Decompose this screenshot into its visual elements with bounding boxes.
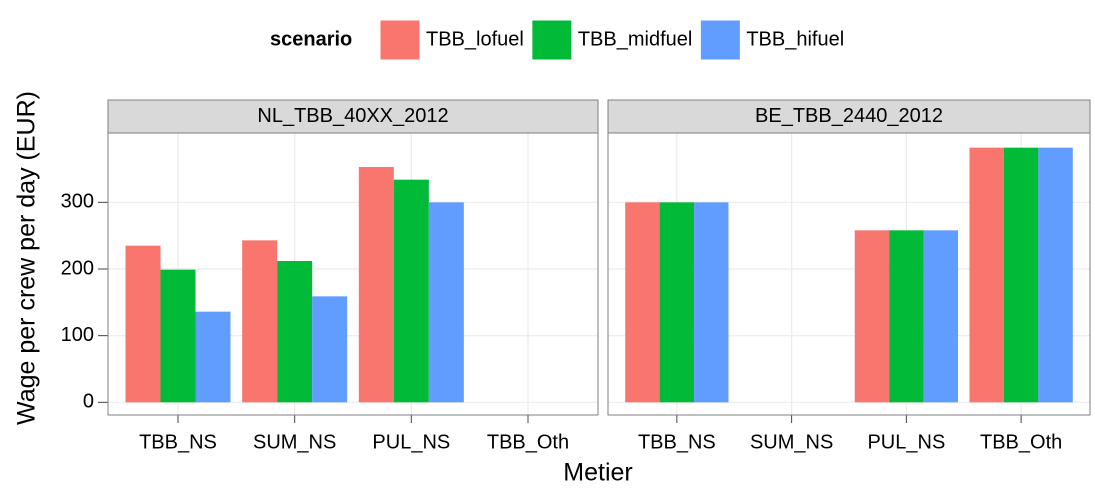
legend-label: TBB_midfuel [578,28,693,50]
bar [889,230,924,403]
legend-key [699,19,741,61]
facet-title: BE_TBB_2440_2012 [755,105,943,127]
bar [1038,147,1073,403]
bar [659,202,695,403]
bar [393,179,429,403]
x-tick-label: PUL_NS [372,431,450,453]
bar [358,167,394,403]
x-tick-label: TBB_Oth [487,431,569,453]
bar [1003,147,1039,403]
bar [160,269,196,403]
bar [242,240,278,403]
bar [625,202,660,403]
legend-title: scenario [270,28,352,50]
legend-label: TBB_lofuel [426,28,524,50]
x-tick-label: TBB_NS [638,431,716,453]
x-axis-title: Metier [563,459,632,487]
y-axis-title: Wage per crew per day (EUR) [13,91,41,425]
x-tick-label: TBB_Oth [980,431,1062,453]
x-tick-label: SUM_NS [253,431,336,453]
panel-border [607,132,1091,416]
bar [195,311,231,403]
x-tick-label: TBB_NS [139,431,217,453]
bar [428,202,464,403]
strip [107,99,599,134]
legend-label: TBB_hifuel [746,28,844,50]
facet-title: NL_TBB_40XX_2012 [257,105,448,127]
y-tick-label: 300 [61,191,94,213]
y-tick-label: 100 [61,324,94,346]
bar [854,230,890,403]
bar [923,230,959,403]
bar [694,202,729,403]
y-tick-label: 0 [83,391,94,413]
bar [969,147,1004,403]
legend-key [379,19,421,61]
panel-border [107,132,599,416]
x-tick-label: PUL_NS [867,431,945,453]
y-tick-label: 200 [61,257,94,279]
x-tick-label: SUM_NS [750,431,833,453]
bar [125,245,161,403]
bar [312,296,348,403]
bar [277,261,313,403]
legend-key [531,19,573,61]
